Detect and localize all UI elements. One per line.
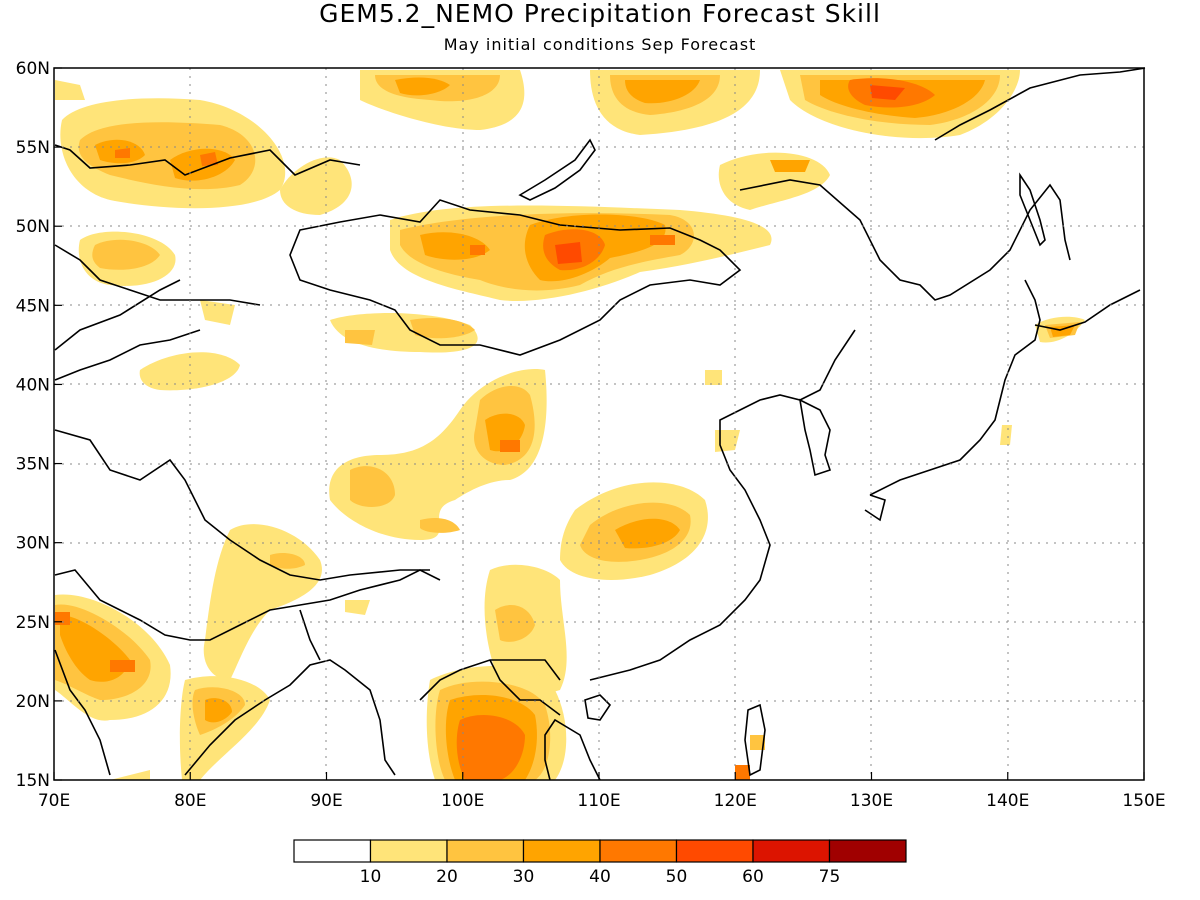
legend-swatch — [446, 839, 525, 863]
skill-shading-layer — [55, 70, 1085, 780]
color-legend: 10 20 30 40 50 60 75 — [293, 839, 907, 887]
y-tick-label: 30N — [16, 534, 50, 554]
x-tick-label: 140E — [986, 791, 1029, 811]
y-tick-label: 20N — [16, 692, 50, 712]
x-tick-label: 130E — [850, 791, 893, 811]
coastline-layer — [54, 67, 1146, 781]
y-tick-label: 60N — [16, 59, 50, 79]
legend-swatch — [599, 839, 678, 863]
y-tick-label: 40N — [16, 375, 50, 395]
y-tick-label: 25N — [16, 613, 50, 633]
legend-label: 75 — [819, 867, 841, 887]
legend-label: 20 — [436, 867, 458, 887]
x-tick-label: 120E — [714, 791, 757, 811]
x-tick-label: 90E — [310, 791, 342, 811]
legend-label: 40 — [589, 867, 611, 887]
legend-swatch — [752, 839, 831, 863]
y-tick-label: 15N — [16, 771, 50, 791]
legend-swatch — [675, 839, 754, 863]
x-tick-label: 150E — [1122, 791, 1165, 811]
map-title: GEM5.2_NEMO Precipitation Forecast Skill — [319, 0, 881, 28]
grid-lines — [54, 68, 1144, 780]
legend-label: 60 — [742, 867, 764, 887]
y-tick-label: 55N — [16, 138, 50, 158]
legend-label: 30 — [513, 867, 535, 887]
legend-swatch — [369, 839, 448, 863]
legend-swatch — [828, 839, 907, 863]
axis-ticks: 70E 80E 90E 100E 110E 120E 130E 140E 150E 15N 20N 2… — [16, 59, 1166, 811]
x-tick-label: 100E — [441, 791, 484, 811]
legend-label: 50 — [666, 867, 688, 887]
x-tick-label: 110E — [577, 791, 620, 811]
y-tick-label: 50N — [16, 217, 50, 237]
y-tick-label: 45N — [16, 296, 50, 316]
legend-label: 10 — [360, 867, 382, 887]
legend-swatch — [293, 839, 372, 863]
x-tick-label: 80E — [174, 791, 206, 811]
x-tick-label: 70E — [38, 791, 70, 811]
y-tick-label: 35N — [16, 455, 50, 475]
map-subtitle: May initial conditions Sep Forecast — [444, 35, 757, 54]
legend-swatch — [522, 839, 601, 863]
